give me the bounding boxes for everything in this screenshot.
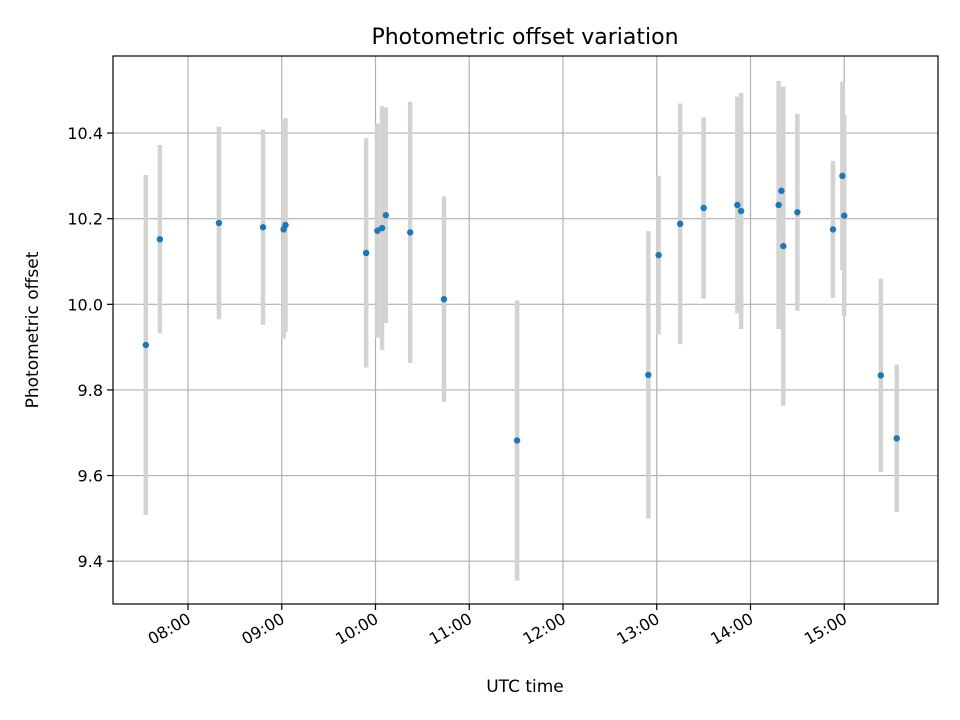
data-point bbox=[877, 372, 885, 379]
data-point bbox=[676, 220, 684, 228]
data-point bbox=[655, 251, 662, 259]
data-point bbox=[794, 209, 801, 216]
data-point bbox=[362, 249, 370, 257]
data-point bbox=[378, 224, 386, 232]
x-tick-label: 15:00 bbox=[801, 609, 850, 649]
data-point bbox=[406, 229, 414, 236]
plot-frame bbox=[112, 55, 939, 605]
data-point bbox=[282, 221, 289, 229]
y-axis-ticks: 9.4 9.6 9.8 10.0 10.2 10.4 bbox=[67, 124, 113, 571]
x-axis-ticks: 08:00 09:00 10:00 11:00 12:00 13:00 14:00 15:00 bbox=[145, 604, 850, 649]
data-point bbox=[737, 207, 745, 215]
data-point bbox=[142, 341, 150, 349]
data-points bbox=[142, 172, 900, 444]
y-tick-label: 10.0 bbox=[67, 295, 103, 314]
x-tick-label: 12:00 bbox=[520, 609, 569, 649]
data-point bbox=[893, 435, 900, 442]
data-point bbox=[775, 201, 782, 209]
x-tick-label: 11:00 bbox=[426, 609, 475, 649]
y-tick-label: 9.4 bbox=[78, 552, 103, 571]
data-point bbox=[382, 212, 390, 219]
data-point bbox=[259, 224, 267, 231]
y-tick-label: 9.6 bbox=[78, 467, 103, 486]
data-point bbox=[156, 236, 164, 243]
grid-lines bbox=[113, 56, 938, 604]
x-axis-label: UTC time bbox=[486, 677, 564, 697]
error-bars bbox=[143, 80, 899, 581]
data-point bbox=[841, 212, 848, 219]
data-point bbox=[829, 226, 837, 233]
x-tick-label: 14:00 bbox=[707, 609, 756, 649]
y-axis-label: Photometric offset bbox=[23, 251, 43, 408]
x-tick-label: 09:00 bbox=[238, 609, 287, 649]
data-point bbox=[778, 187, 785, 195]
y-tick-label: 10.4 bbox=[67, 124, 103, 143]
data-point bbox=[839, 172, 846, 180]
data-point bbox=[215, 219, 223, 227]
y-tick-label: 9.8 bbox=[78, 381, 103, 400]
y-tick-label: 10.2 bbox=[67, 210, 103, 229]
x-tick-label: 10:00 bbox=[332, 609, 381, 649]
data-point bbox=[374, 227, 381, 234]
data-point bbox=[780, 242, 787, 250]
data-point bbox=[700, 204, 707, 212]
data-point bbox=[513, 437, 521, 444]
chart-title: Photometric offset variation bbox=[371, 25, 678, 50]
data-point bbox=[440, 295, 448, 303]
x-tick-label: 08:00 bbox=[145, 609, 194, 649]
x-tick-label: 13:00 bbox=[613, 609, 662, 649]
data-point bbox=[645, 371, 652, 379]
data-point bbox=[734, 201, 741, 209]
